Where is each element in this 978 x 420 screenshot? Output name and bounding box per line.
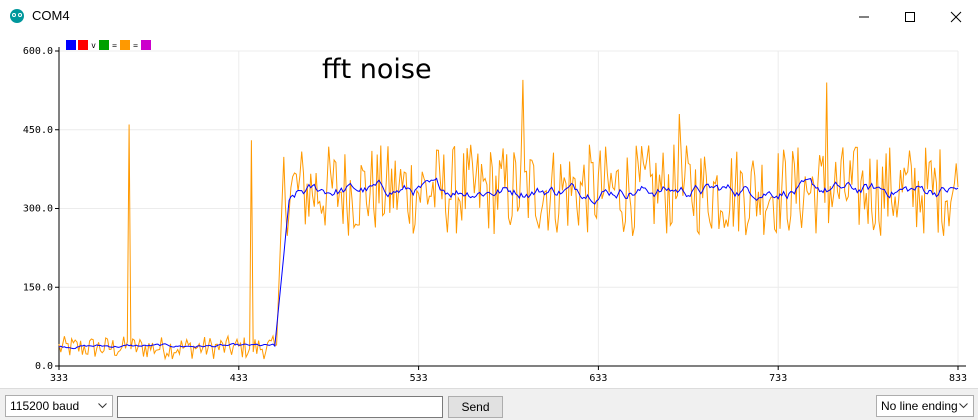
y-tick-label: 300.0 (23, 204, 53, 215)
window-title: COM4 (32, 8, 70, 23)
send-button[interactable]: Send (448, 396, 503, 418)
line-ending-value: No line ending (881, 399, 958, 413)
title-bar: COM4 (0, 0, 978, 32)
chevron-down-icon (959, 403, 968, 409)
line-ending-select[interactable]: No line ending (876, 395, 974, 417)
legend-swatch (141, 40, 151, 50)
close-button[interactable] (932, 0, 978, 32)
legend-label: v (91, 40, 96, 50)
baud-rate-select[interactable]: 115200 baud (5, 395, 113, 417)
legend-swatch (78, 40, 88, 50)
maximize-icon (905, 12, 915, 22)
baud-rate-value: 115200 baud (10, 399, 80, 413)
legend-swatch (99, 40, 109, 50)
y-tick-label: 600.0 (23, 46, 53, 57)
x-tick-label: 733 (769, 373, 787, 384)
minimize-icon (859, 16, 869, 18)
maximize-button[interactable] (886, 0, 932, 32)
minimize-button[interactable] (840, 0, 886, 32)
y-tick-label: 150.0 (23, 282, 53, 293)
legend-label: = (133, 40, 138, 50)
arduino-icon (10, 9, 24, 23)
x-tick-label: 833 (949, 373, 967, 384)
plot-annotation: fft noise (322, 54, 432, 85)
y-tick-label: 450.0 (23, 125, 53, 136)
plot-legend: v = = (66, 40, 151, 50)
bottom-toolbar: 115200 baud Send No line ending (0, 388, 978, 420)
serial-plotter-chart: 0.0 150.0 300.0 450.0 600.0 333 433 533 633 733 83… (23, 46, 967, 384)
x-tick-label: 433 (230, 373, 248, 384)
legend-label: = (112, 40, 117, 50)
x-tick-label: 633 (589, 373, 607, 384)
x-tick-label: 333 (50, 373, 68, 384)
legend-swatch (66, 40, 76, 50)
legend-swatch (120, 40, 130, 50)
serial-input[interactable] (117, 396, 443, 418)
y-tick-label: 0.0 (35, 361, 53, 372)
chevron-down-icon (98, 403, 107, 409)
series-line-orange (58, 79, 959, 361)
series-line-blue (58, 177, 959, 350)
x-tick-label: 533 (410, 373, 428, 384)
close-icon (950, 11, 962, 23)
